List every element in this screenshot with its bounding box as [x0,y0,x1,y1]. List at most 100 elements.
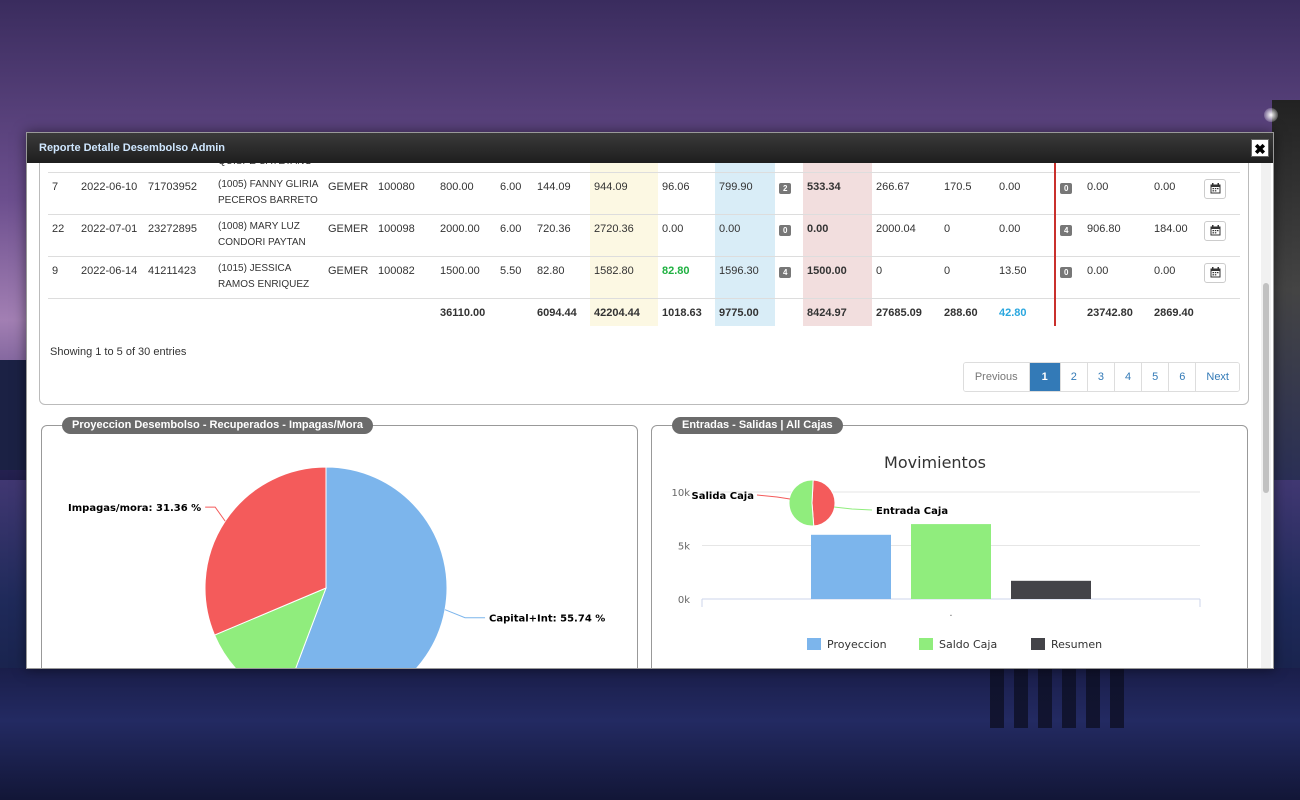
cell-c3: 0.00 [995,213,1056,256]
cell-capital: 2000.00 [436,213,496,256]
total-empty [374,297,436,326]
pie-slice-impagas-mora [204,466,327,636]
y-tick-label: 0k [678,595,690,606]
scrollbar-thumb[interactable] [1263,283,1269,493]
count-badge: 4 [779,266,792,278]
cell-action [1200,255,1240,298]
cell-c5: 0.00 [1150,255,1200,298]
cell-date: 2022-06-14 [77,255,144,298]
cell-code: 100098 [374,213,436,256]
cell-dni: 71703952 [144,171,214,214]
cell-interest: 82.80 [533,255,590,298]
y-tick-label: 10k [671,488,690,499]
background-bridge [1272,100,1300,480]
calendar-icon [1210,225,1220,236]
pagination-page-5[interactable]: 5 [1141,363,1169,391]
pagination-previous[interactable]: Previous [963,363,1029,391]
table-row: 7 2022-06-10 71703952 (1005) FANNY GLIRIA PE… [48,171,1240,214]
cell-badge: 0 [1055,255,1083,298]
pagination-page-1[interactable]: 1 [1028,363,1060,391]
pie-chart: Capital+Int: 55.74 % Impagas/mora: 31.36 … [68,466,605,668]
pagination-page-4[interactable]: 4 [1114,363,1142,391]
bar-resumen [1011,580,1091,599]
x-category-label: . [949,608,952,619]
pagination-page-3[interactable]: 3 [1086,363,1114,391]
cell-num: 9 [48,255,77,298]
cell-balance: 0.00 [715,213,775,256]
cell-c3: 0.00 [995,171,1056,214]
pie-panel-title: Proyeccion Desembolso - Recuperados - Im… [62,417,373,434]
cell-badge: 4 [1055,213,1083,256]
entries-info: Showing 1 to 5 of 30 entries [50,346,187,358]
report-table: QUISPE CAYETANO 72022-06-1071703952(1005… [48,163,1240,326]
pagination-page-6[interactable]: 6 [1168,363,1196,391]
legend-item: Resumen [1051,638,1102,651]
cell-client: (1015) JESSICA RAMOS ENRIQUEZ [214,255,324,298]
cell-balance: 799.90 [715,171,775,214]
legend-swatch [1031,638,1045,650]
close-button[interactable]: ✖ [1251,139,1269,157]
cell-c2: 170.5 [940,171,995,214]
calendar-button[interactable] [1204,178,1226,199]
legend-item: Proyeccion [827,638,887,651]
cell-c4: 0.00 [1083,255,1150,298]
cell-date: 2022-07-01 [77,213,144,256]
cell-rate: 5.50 [496,255,533,298]
bar-panel: Entradas - Salidas | All Cajas Movimient… [651,417,1248,668]
count-badge: 0 [779,224,792,236]
modal-scrollbar[interactable] [1261,163,1271,668]
total-empty [48,297,77,326]
cell-paid: 96.06 [658,171,715,214]
count-badge: 4 [1060,224,1073,236]
total-empty [144,297,214,326]
legend-item: Saldo Caja [939,638,997,651]
pagination-page-2[interactable]: 2 [1059,363,1087,391]
total-c2: 288.60 [940,297,995,326]
pagination-next[interactable]: Next [1195,363,1239,391]
legend-swatch [919,638,933,650]
total-capital: 36110.00 [436,297,496,326]
cell-rate: 6.00 [496,213,533,256]
cell-c4: 0.00 [1083,171,1150,214]
cell-badge: 2 [775,171,803,214]
cell-mora: 0.00 [803,213,872,256]
inset-pie-label: Entrada Caja [876,506,948,517]
inset-pie-connector [756,494,791,500]
background-pier [990,668,1130,728]
cell-c2: 0 [940,213,995,256]
calendar-icon [1210,183,1220,194]
chart-title: Movimientos [884,453,986,472]
total-total: 42204.44 [590,297,658,326]
total-empty [775,297,803,326]
calendar-button[interactable] [1204,262,1226,283]
total-empty [77,297,144,326]
pie-label-connector [444,609,486,619]
pie-data-label: Impagas/mora: 31.36 % [68,503,201,514]
total-empty [496,297,533,326]
cell-interest: 720.36 [533,213,590,256]
table-row: 9 2022-06-14 41211423 (1015) JESSICA RAMOS E… [48,255,1240,298]
calendar-button[interactable] [1204,220,1226,241]
cell-dni: 23272895 [144,213,214,256]
bar-saldo-caja [911,524,991,599]
cell-c5: 184.00 [1150,213,1200,256]
cell-num: 22 [48,213,77,256]
pie-data-label: Capital+Int: 55.74 % [489,614,605,625]
total-empty [1055,297,1083,326]
cell-c1: 266.67 [872,171,940,214]
total-paid: 1018.63 [658,297,715,326]
cell-rate: 6.00 [496,171,533,214]
cell-total: 2720.36 [590,213,658,256]
cell-c3: 13.50 [995,255,1056,298]
cell-c1: 2000.04 [872,213,940,256]
cell-capital: 1500.00 [436,255,496,298]
cell-action [1200,213,1240,256]
client-name-line-1: (1005) FANNY GLIRIA [218,178,319,190]
legend-swatch [807,638,821,650]
pie-slice-capital-int [295,466,448,668]
count-badge: 0 [1060,182,1073,194]
cell-c5: 0.00 [1150,171,1200,214]
cell-total: 1582.80 [590,255,658,298]
count-badge: 2 [779,182,792,194]
cell-action [1200,171,1240,214]
